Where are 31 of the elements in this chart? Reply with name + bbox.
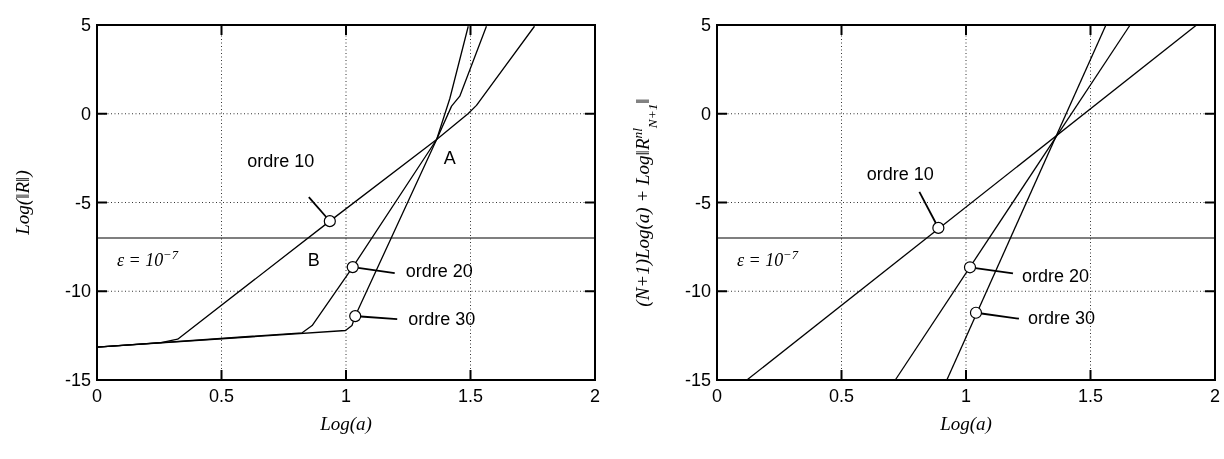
ref-line-label: ε = 10$^{−7}$ (117, 248, 179, 270)
y-tick-label: -5 (694, 192, 711, 213)
annotation: B (307, 250, 320, 270)
annotation: ordre 20 (1021, 266, 1090, 287)
x-tick-label: 1.5 (457, 386, 484, 406)
ref-line-label: ε = 10$^{−7}$ (737, 248, 799, 270)
annotation: ordre 30 (1027, 307, 1096, 328)
y-tick-label: -15 (684, 370, 711, 390)
annotation: ordre 20 (405, 261, 473, 282)
y-tick-label: -10 (684, 281, 711, 302)
x-tick-label: 0.5 (208, 386, 235, 406)
x-axis-title: Log(a) (319, 413, 372, 435)
y-tick-label: -5 (74, 192, 91, 213)
y-tick-label: -10 (64, 281, 91, 302)
annotation: ordre 10 (247, 151, 315, 172)
y-tick-label: 0 (80, 103, 91, 124)
y-tick-label: 5 (700, 15, 711, 35)
x-tick-label: 1 (340, 386, 352, 406)
y-axis-title: Log(‖R‖) (12, 170, 34, 236)
y-tick-label: 5 (80, 15, 91, 35)
annotation: A (443, 148, 456, 169)
x-axis-title: Log(a) (939, 413, 992, 435)
x-tick-label: 2 (1209, 386, 1221, 406)
x-tick-label: 1.5 (1077, 386, 1104, 406)
x-tick-label: 0.5 (828, 386, 855, 406)
annotation: ordre 30 (408, 309, 476, 330)
x-tick-label: 1 (960, 386, 972, 406)
y-tick-label: 0 (700, 103, 711, 124)
y-tick-label: -15 (64, 370, 91, 390)
x-tick-label: 2 (589, 386, 601, 406)
annotation: ordre 10 (866, 163, 934, 184)
